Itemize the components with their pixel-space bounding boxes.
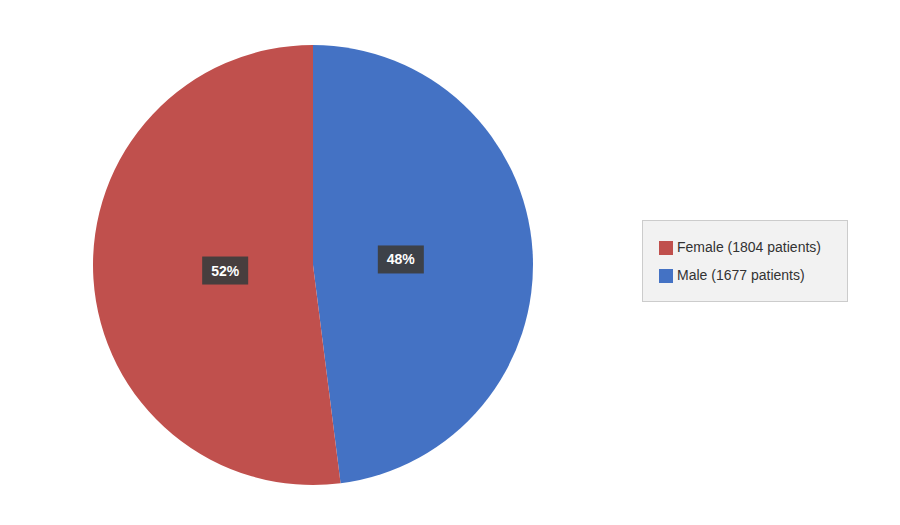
svg-text:52%: 52% (211, 263, 240, 279)
html-text:Male (1677 patients): Male (1677 patients) (677, 266, 805, 283)
svg-text:48%: 48% (387, 251, 416, 267)
html-text:Female (1804 patients): Female (1804 patients) (677, 238, 821, 255)
